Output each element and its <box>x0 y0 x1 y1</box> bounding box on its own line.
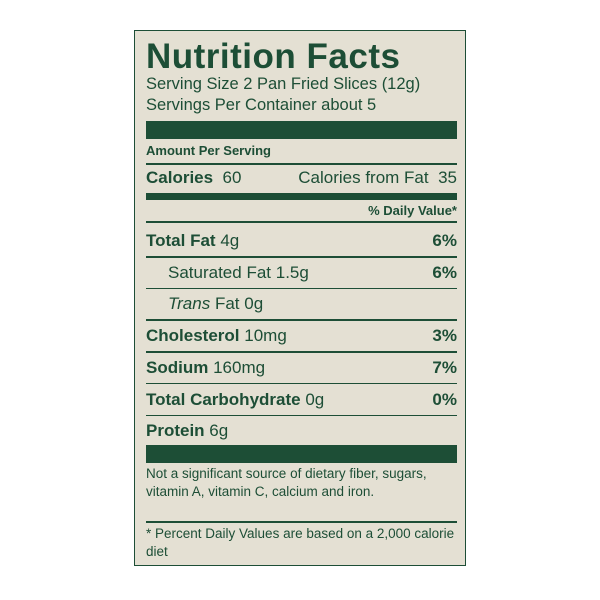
rule <box>146 382 457 385</box>
serving-size: Serving Size 2 Pan Fried Slices (12g) <box>146 75 421 93</box>
calories-value: 60 <box>222 168 242 187</box>
nutrient-row: Protein 6g <box>146 420 457 442</box>
daily-value: 0% <box>432 389 457 409</box>
note: Not a significant source of dietary fibe… <box>146 466 427 499</box>
nutrient-name-amount: Total Fat 4g <box>146 231 239 251</box>
nutrient-name: Protein <box>146 421 205 441</box>
nutrient-row: Total Fat 4g 6% <box>146 230 457 252</box>
nutrient-row: Sodium 160mg 7% <box>146 357 457 379</box>
nutrient-name: Total Fat <box>146 231 216 250</box>
nutrient-amount: 0g <box>305 389 325 409</box>
rule <box>146 287 457 290</box>
nutrient-row: Cholesterol 10mg 3% <box>146 325 457 347</box>
nutrient-name: Sodium <box>146 357 209 377</box>
footnote: * Percent Daily Values are based on a 2,… <box>146 526 455 559</box>
nutrient-row: Saturated Fat 1.5g 6% <box>146 262 457 284</box>
daily-value: 7% <box>432 357 457 377</box>
daily-value-header: % Daily Value* <box>368 203 457 218</box>
nutrient-name: Cholesterol <box>146 326 240 346</box>
nutrient-amount: 6g <box>209 421 229 441</box>
calories-fat-value: 35 <box>438 168 457 187</box>
servings-per-container: Servings Per Container about 5 <box>146 96 377 114</box>
rule <box>146 414 457 416</box>
nutrient-name-amount: Trans Fat 0g <box>146 294 263 314</box>
nutrient-name: Total Carbohydrate <box>146 389 301 409</box>
nutrient-amount: 1.5g <box>275 262 309 282</box>
daily-value: 3% <box>432 326 457 346</box>
title: Nutrition Facts <box>146 37 401 76</box>
nutrient-name-amount: Protein 6g <box>146 421 228 441</box>
nutrient-name: Fat <box>214 294 240 314</box>
rule <box>146 319 457 321</box>
nutrient-name-amount: Sodium 160mg <box>146 358 265 378</box>
calories-label: Calories <box>146 168 214 187</box>
medium-bar <box>146 193 457 200</box>
rule <box>146 221 457 223</box>
rule <box>146 521 457 523</box>
calories-fat-label: Calories from Fat <box>298 168 429 187</box>
thick-bar <box>146 445 457 463</box>
nutrient-row: Total Carbohydrate 0g 0% <box>146 389 457 411</box>
rule <box>146 256 457 258</box>
daily-value: 6% <box>432 262 457 282</box>
rule <box>146 163 457 165</box>
nutrient-amount: 0g <box>244 294 264 314</box>
daily-value: 6% <box>432 231 457 250</box>
nutrient-amount: 4g <box>220 231 240 250</box>
calories-row: Calories 60 Calories from Fat 35 <box>146 167 457 189</box>
amount-per-serving: Amount Per Serving <box>146 143 271 158</box>
thick-bar <box>146 121 457 139</box>
nutrient-name-amount: Cholesterol 10mg <box>146 326 287 346</box>
nutrient-name: Saturated Fat <box>168 262 272 282</box>
nutrition-label: Nutrition Facts Serving Size 2 Pan Fried… <box>134 30 466 566</box>
nutrient-name-amount: Saturated Fat 1.5g <box>146 263 309 283</box>
nutrient-row: Trans Fat 0g <box>146 293 457 315</box>
nutrient-name-amount: Total Carbohydrate 0g <box>146 390 324 410</box>
rule <box>146 351 457 353</box>
nutrient-amount: 160mg <box>213 357 266 377</box>
nutrient-amount: 10mg <box>244 326 287 346</box>
nutrient-name-italic: Trans <box>168 294 211 314</box>
